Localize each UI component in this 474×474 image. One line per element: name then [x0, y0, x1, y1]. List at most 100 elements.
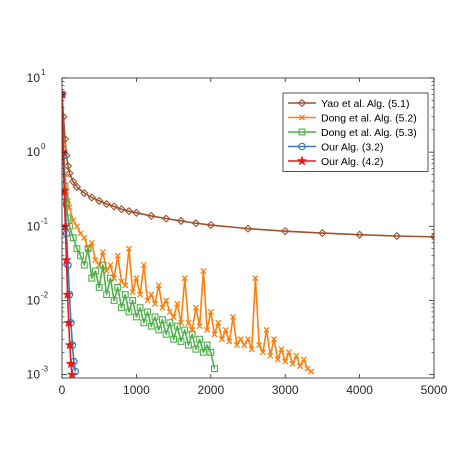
series-1-point: [429, 232, 434, 242]
series-2-point: [140, 262, 147, 269]
series-2-point: [99, 248, 106, 256]
series-2-point: [293, 352, 300, 359]
x-tick-label: 3000: [272, 383, 299, 397]
series-2-point: [200, 267, 207, 275]
series-3-point: [203, 341, 211, 349]
series-1-point: [132, 208, 141, 217]
legend-label: Our Alg. (4.2): [321, 156, 383, 168]
series-1-point: [87, 193, 96, 202]
legend-marker-swatch: [297, 98, 307, 108]
series-2-point: [155, 282, 162, 289]
series-3-point: [118, 304, 125, 312]
series-3-point: [173, 322, 181, 330]
series-3-point: [84, 245, 92, 253]
series-2-point: [177, 319, 185, 326]
series-3-point: [144, 308, 152, 316]
legend-entry: Yao et al. Alg. (5.1): [288, 98, 410, 110]
series-2-point: [148, 291, 155, 298]
legend-marker-swatch: [298, 142, 306, 151]
legend-entry: Our Alg. (3.2): [288, 141, 383, 153]
series-5-point: [62, 185, 70, 196]
legend-marker-swatch: [296, 155, 308, 166]
y-tick-exponent: -2: [41, 290, 49, 299]
series-2-point: [192, 304, 199, 311]
series-layer: [62, 88, 434, 378]
series-3-point: [196, 335, 204, 343]
series-2-point: [263, 326, 270, 334]
series-3-point: [147, 322, 155, 330]
x-tick-label: 4000: [346, 383, 373, 397]
series-1-point: [147, 211, 156, 221]
series-2-point: [204, 326, 211, 334]
series-2-point: [166, 308, 173, 316]
series-2-point: [144, 297, 151, 304]
series-2-point: [297, 363, 304, 370]
series-3-point: [110, 297, 118, 304]
series-2-point: [111, 275, 118, 282]
series-2-point: [73, 223, 80, 230]
series-5-point: [62, 146, 69, 157]
series-3-point: [211, 365, 218, 373]
series-2: [62, 91, 315, 375]
series-2-point: [218, 336, 226, 343]
series-3-point: [99, 261, 107, 269]
series-3-point: [185, 341, 192, 349]
series-1-point: [63, 161, 73, 171]
series-2-point: [185, 319, 192, 326]
y-tick-label: 10: [27, 293, 41, 307]
series-3-point: [162, 330, 170, 338]
series-2-point: [70, 217, 77, 224]
series-3-point: [181, 326, 189, 334]
series-1-point: [80, 188, 89, 198]
legend-label: Our Alg. (3.2): [321, 141, 383, 153]
series-3-point: [170, 335, 178, 343]
series-1-point: [117, 205, 126, 214]
series-3-point: [103, 291, 111, 299]
x-axis-ticks: 0 1000 2000 3000 4000 5000: [59, 78, 448, 397]
series-5-line: [62, 94, 73, 375]
series-3-point: [114, 283, 122, 291]
series-1-point: [191, 219, 201, 228]
series-2-point: [114, 252, 121, 259]
series-2-point: [174, 300, 181, 307]
series-2-point: [226, 338, 233, 345]
y-tick-label: 10: [27, 219, 41, 233]
series-5-point: [62, 88, 68, 99]
series-2-point: [170, 313, 177, 320]
series-3-point: [136, 304, 144, 312]
series-3-point: [188, 330, 196, 338]
series-3-point: [155, 326, 163, 334]
series-3-point: [151, 313, 159, 321]
y-tick-exponent: 1: [41, 68, 46, 77]
series-2-point: [300, 356, 307, 363]
series-2-point: [274, 356, 281, 363]
series-2-point: [137, 291, 144, 298]
y-tick-exponent: 0: [41, 142, 46, 151]
series-5-point: [66, 369, 78, 378]
series-1-point: [355, 230, 364, 239]
y-tick-label: 10: [27, 145, 41, 159]
series-2-point: [163, 297, 170, 304]
series-2-point: [215, 319, 222, 326]
legend-label: Dong et al. Alg. (5.2): [321, 112, 417, 124]
series-2-point: [159, 304, 166, 311]
series-2-point: [248, 346, 255, 353]
series-2-point: [133, 275, 140, 282]
series-2-point: [259, 349, 266, 356]
series-1-point: [68, 177, 78, 186]
series-5-point: [64, 339, 76, 350]
legend: Yao et al. Alg. (5.1) Dong et al. Alg. (5…: [282, 92, 429, 172]
series-3-point: [129, 297, 137, 304]
series-3-point: [92, 267, 99, 275]
series-5: [62, 88, 78, 378]
series-1-point: [206, 220, 215, 230]
series-2-point: [125, 245, 133, 252]
x-tick-label: 2000: [197, 383, 224, 397]
series-2-point: [96, 262, 103, 269]
series-3-point: [166, 319, 174, 327]
series-2-point: [252, 275, 259, 282]
series-2-point: [181, 275, 188, 282]
series-2-point: [241, 342, 248, 349]
